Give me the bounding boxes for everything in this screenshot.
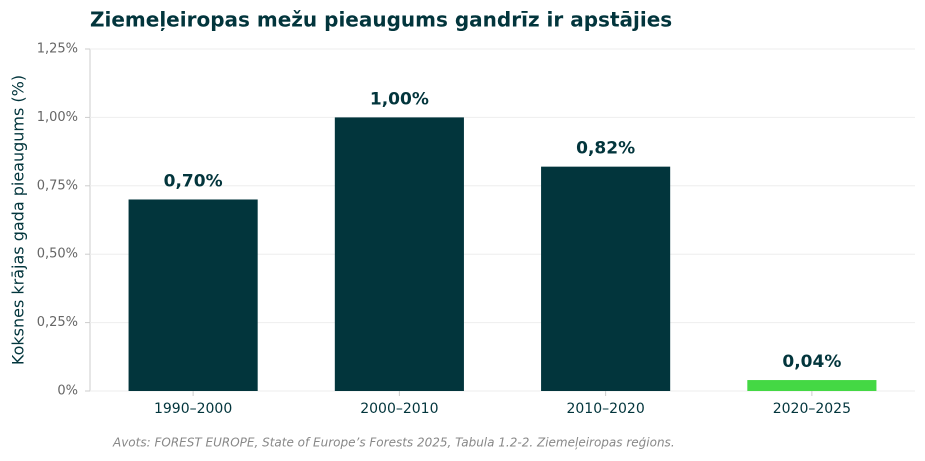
bar xyxy=(334,117,464,392)
y-tick-label: 0,75% xyxy=(37,178,78,193)
source-note: Avots: FOREST EUROPE, State of Europe’s … xyxy=(112,436,675,450)
y-axis-label: Koksnes krājas gada pieaugums (%) xyxy=(9,75,28,365)
y-tick-label: 1,00% xyxy=(37,110,78,125)
value-label: 0,04% xyxy=(782,352,841,372)
x-tick-label: 2010–2020 xyxy=(566,401,644,417)
chart-title: Ziemeļeiropas mežu pieaugums gandrīz ir … xyxy=(90,8,672,32)
x-tick-label: 1990–2000 xyxy=(154,401,232,417)
x-tick-label: 2000–2010 xyxy=(360,401,438,417)
y-tick-label: 0,25% xyxy=(37,315,78,330)
value-label: 0,82% xyxy=(576,139,635,159)
bar xyxy=(541,166,671,391)
bar xyxy=(747,380,877,391)
bar xyxy=(128,199,258,391)
y-tick-label: 0% xyxy=(57,384,78,399)
y-tick-label: 0,50% xyxy=(37,247,78,262)
value-label: 0,70% xyxy=(164,171,223,191)
x-tick-label: 2020–2025 xyxy=(773,401,851,417)
y-tick-label: 1,25% xyxy=(37,42,78,57)
value-label: 1,00% xyxy=(370,89,429,109)
